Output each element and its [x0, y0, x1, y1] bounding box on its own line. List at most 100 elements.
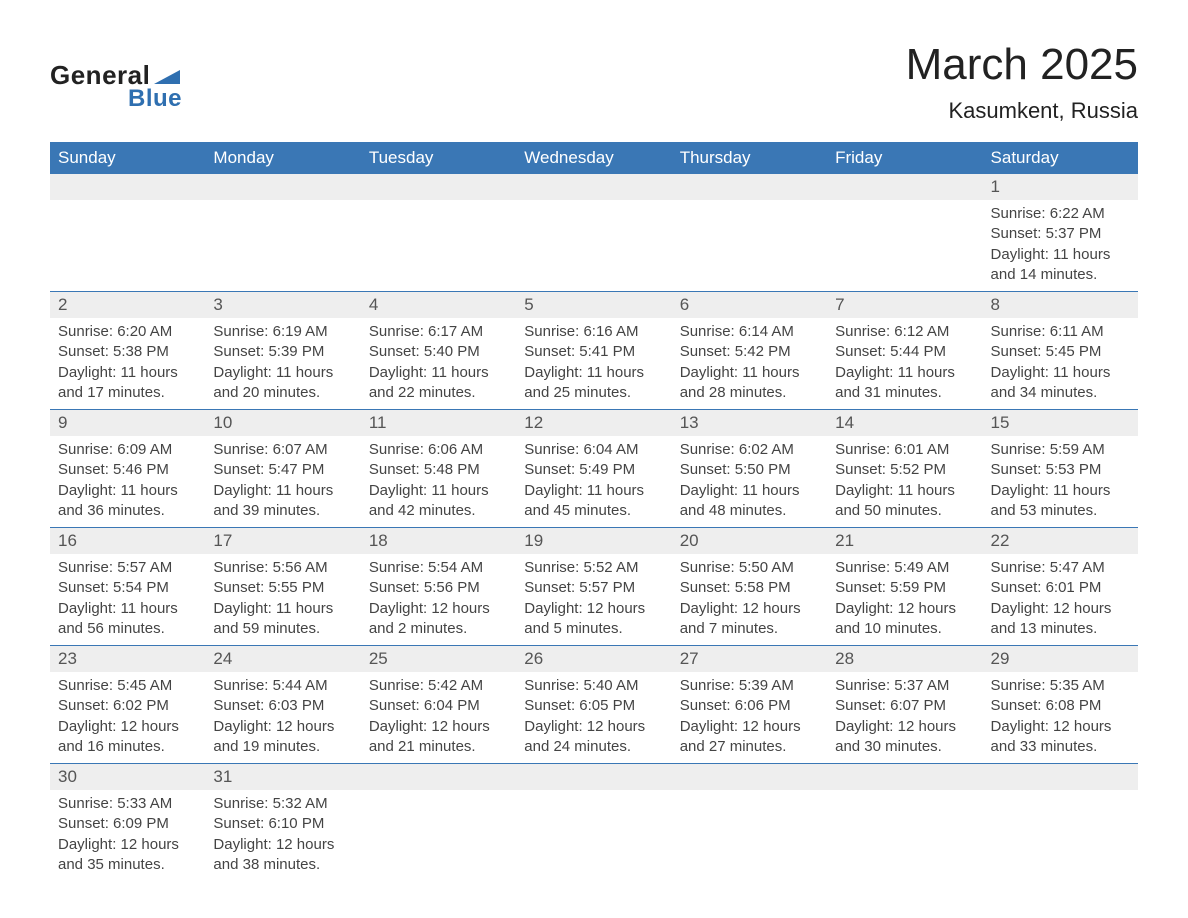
daylight-text: Daylight: 11 hours and 28 minutes. — [680, 363, 819, 404]
day-cell: 4Sunrise: 6:17 AMSunset: 5:40 PMDaylight… — [361, 292, 516, 410]
sunrise-text: Sunrise: 6:14 AM — [680, 322, 819, 342]
sunset-text: Sunset: 5:59 PM — [835, 578, 974, 598]
day-cell: 10Sunrise: 6:07 AMSunset: 5:47 PMDayligh… — [205, 410, 360, 528]
sunrise-text: Sunrise: 5:35 AM — [991, 676, 1130, 696]
day-cell — [516, 764, 671, 882]
day-cell: 12Sunrise: 6:04 AMSunset: 5:49 PMDayligh… — [516, 410, 671, 528]
sunset-text: Sunset: 5:46 PM — [58, 460, 197, 480]
sunrise-text: Sunrise: 5:39 AM — [680, 676, 819, 696]
day-data: Sunrise: 6:01 AMSunset: 5:52 PMDaylight:… — [827, 436, 982, 527]
daylight-text: Daylight: 11 hours and 34 minutes. — [991, 363, 1130, 404]
calendar-table: Sunday Monday Tuesday Wednesday Thursday… — [50, 142, 1138, 881]
logo: General Blue — [50, 60, 182, 113]
day-number: 15 — [983, 410, 1138, 436]
week-row: 16Sunrise: 5:57 AMSunset: 5:54 PMDayligh… — [50, 528, 1138, 646]
day-number: 17 — [205, 528, 360, 554]
day-number — [205, 174, 360, 200]
day-cell: 17Sunrise: 5:56 AMSunset: 5:55 PMDayligh… — [205, 528, 360, 646]
sunset-text: Sunset: 6:05 PM — [524, 696, 663, 716]
day-data — [361, 200, 516, 280]
sunrise-text: Sunrise: 6:20 AM — [58, 322, 197, 342]
day-cell: 28Sunrise: 5:37 AMSunset: 6:07 PMDayligh… — [827, 646, 982, 764]
day-cell: 23Sunrise: 5:45 AMSunset: 6:02 PMDayligh… — [50, 646, 205, 764]
day-data: Sunrise: 5:42 AMSunset: 6:04 PMDaylight:… — [361, 672, 516, 763]
header: General Blue March 2025 Kasumkent, Russi… — [50, 40, 1138, 124]
sunrise-text: Sunrise: 5:44 AM — [213, 676, 352, 696]
day-data: Sunrise: 6:19 AMSunset: 5:39 PMDaylight:… — [205, 318, 360, 409]
day-cell: 9Sunrise: 6:09 AMSunset: 5:46 PMDaylight… — [50, 410, 205, 528]
sunrise-text: Sunrise: 6:19 AM — [213, 322, 352, 342]
day-number: 22 — [983, 528, 1138, 554]
day-number: 8 — [983, 292, 1138, 318]
sunrise-text: Sunrise: 6:04 AM — [524, 440, 663, 460]
day-cell: 11Sunrise: 6:06 AMSunset: 5:48 PMDayligh… — [361, 410, 516, 528]
day-number: 28 — [827, 646, 982, 672]
daylight-text: Daylight: 12 hours and 16 minutes. — [58, 717, 197, 758]
week-row: 30Sunrise: 5:33 AMSunset: 6:09 PMDayligh… — [50, 764, 1138, 882]
day-number: 30 — [50, 764, 205, 790]
sunset-text: Sunset: 5:55 PM — [213, 578, 352, 598]
sunrise-text: Sunrise: 5:56 AM — [213, 558, 352, 578]
daylight-text: Daylight: 12 hours and 19 minutes. — [213, 717, 352, 758]
day-number: 20 — [672, 528, 827, 554]
weekday-monday: Monday — [205, 142, 360, 174]
daylight-text: Daylight: 12 hours and 24 minutes. — [524, 717, 663, 758]
weekday-friday: Friday — [827, 142, 982, 174]
month-title: March 2025 — [906, 40, 1138, 90]
daylight-text: Daylight: 12 hours and 7 minutes. — [680, 599, 819, 640]
sunrise-text: Sunrise: 6:11 AM — [991, 322, 1130, 342]
day-data: Sunrise: 5:56 AMSunset: 5:55 PMDaylight:… — [205, 554, 360, 645]
day-cell — [205, 174, 360, 292]
day-number: 14 — [827, 410, 982, 436]
sunrise-text: Sunrise: 5:40 AM — [524, 676, 663, 696]
sunrise-text: Sunrise: 5:57 AM — [58, 558, 197, 578]
calendar-body: 1Sunrise: 6:22 AMSunset: 5:37 PMDaylight… — [50, 174, 1138, 881]
sunset-text: Sunset: 6:07 PM — [835, 696, 974, 716]
sunset-text: Sunset: 6:10 PM — [213, 814, 352, 834]
day-data: Sunrise: 5:35 AMSunset: 6:08 PMDaylight:… — [983, 672, 1138, 763]
day-data — [516, 790, 671, 870]
day-cell: 30Sunrise: 5:33 AMSunset: 6:09 PMDayligh… — [50, 764, 205, 882]
title-block: March 2025 Kasumkent, Russia — [906, 40, 1138, 124]
day-number — [516, 764, 671, 790]
day-cell: 27Sunrise: 5:39 AMSunset: 6:06 PMDayligh… — [672, 646, 827, 764]
daylight-text: Daylight: 11 hours and 25 minutes. — [524, 363, 663, 404]
day-number: 7 — [827, 292, 982, 318]
weekday-thursday: Thursday — [672, 142, 827, 174]
week-row: 1Sunrise: 6:22 AMSunset: 5:37 PMDaylight… — [50, 174, 1138, 292]
weekday-saturday: Saturday — [983, 142, 1138, 174]
sunrise-text: Sunrise: 6:12 AM — [835, 322, 974, 342]
day-data — [983, 790, 1138, 870]
daylight-text: Daylight: 11 hours and 17 minutes. — [58, 363, 197, 404]
day-number: 12 — [516, 410, 671, 436]
day-data: Sunrise: 6:06 AMSunset: 5:48 PMDaylight:… — [361, 436, 516, 527]
day-number: 13 — [672, 410, 827, 436]
day-data: Sunrise: 6:20 AMSunset: 5:38 PMDaylight:… — [50, 318, 205, 409]
sunset-text: Sunset: 5:37 PM — [991, 224, 1130, 244]
day-cell: 20Sunrise: 5:50 AMSunset: 5:58 PMDayligh… — [672, 528, 827, 646]
day-cell: 26 Sunrise: 5:40 AMSunset: 6:05 PMDayligh… — [516, 646, 671, 764]
day-data: Sunrise: 5:44 AMSunset: 6:03 PMDaylight:… — [205, 672, 360, 763]
day-cell — [827, 174, 982, 292]
day-number — [361, 174, 516, 200]
day-cell: 25Sunrise: 5:42 AMSunset: 6:04 PMDayligh… — [361, 646, 516, 764]
sunrise-text: Sunrise: 6:09 AM — [58, 440, 197, 460]
day-data: Sunrise: 6:07 AMSunset: 5:47 PMDaylight:… — [205, 436, 360, 527]
day-data: Sunrise: 5:59 AMSunset: 5:53 PMDaylight:… — [983, 436, 1138, 527]
sunset-text: Sunset: 6:08 PM — [991, 696, 1130, 716]
day-cell: 3Sunrise: 6:19 AMSunset: 5:39 PMDaylight… — [205, 292, 360, 410]
sunset-text: Sunset: 6:01 PM — [991, 578, 1130, 598]
sunrise-text: Sunrise: 5:52 AM — [524, 558, 663, 578]
day-number — [827, 174, 982, 200]
day-data: Sunrise: 5:50 AMSunset: 5:58 PMDaylight:… — [672, 554, 827, 645]
sunrise-text: Sunrise: 5:45 AM — [58, 676, 197, 696]
day-cell — [672, 764, 827, 882]
day-number — [827, 764, 982, 790]
calendar-header: Sunday Monday Tuesday Wednesday Thursday… — [50, 142, 1138, 174]
sunrise-text: Sunrise: 5:59 AM — [991, 440, 1130, 460]
day-cell: 29Sunrise: 5:35 AMSunset: 6:08 PMDayligh… — [983, 646, 1138, 764]
sunset-text: Sunset: 6:03 PM — [213, 696, 352, 716]
day-number: 26 — [516, 646, 671, 672]
sunrise-text: Sunrise: 6:02 AM — [680, 440, 819, 460]
weekday-row: Sunday Monday Tuesday Wednesday Thursday… — [50, 142, 1138, 174]
